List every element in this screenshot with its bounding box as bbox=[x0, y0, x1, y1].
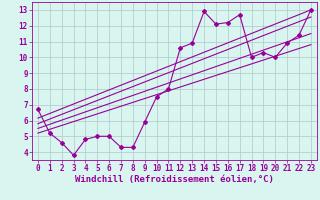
X-axis label: Windchill (Refroidissement éolien,°C): Windchill (Refroidissement éolien,°C) bbox=[75, 175, 274, 184]
